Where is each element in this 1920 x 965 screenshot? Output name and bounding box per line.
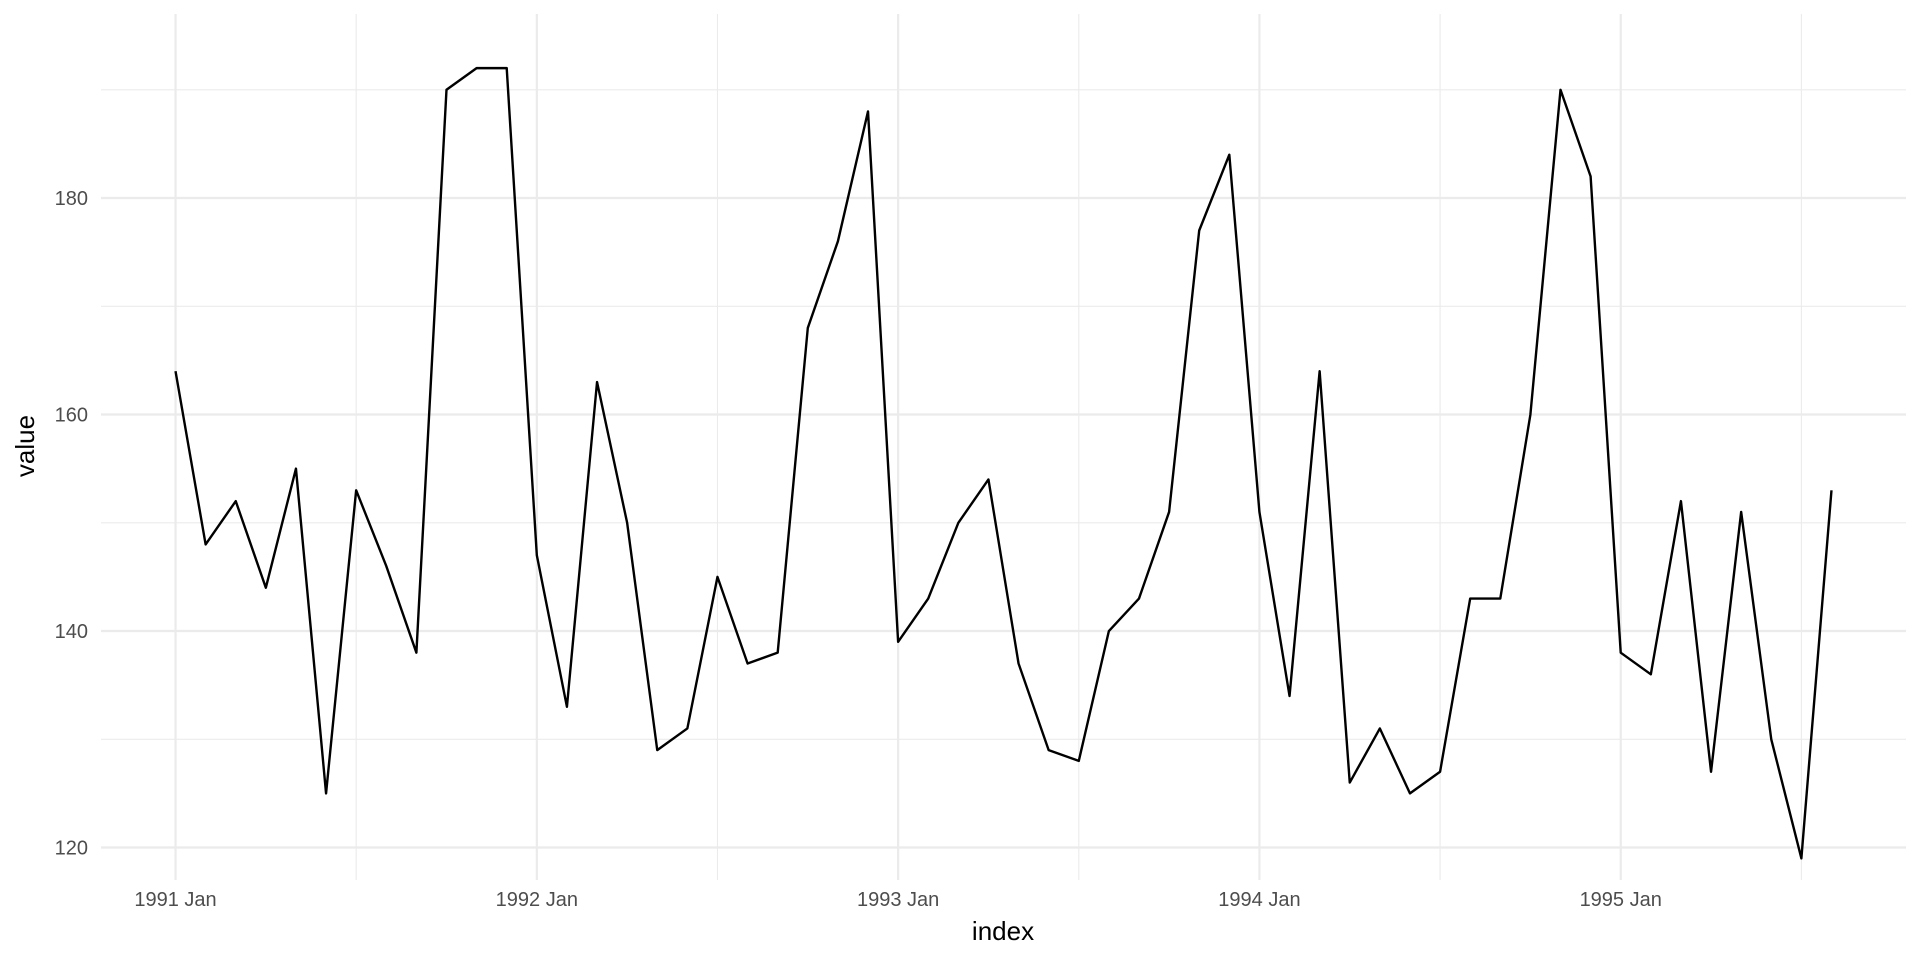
x-tick-label: 1991 Jan (134, 889, 216, 911)
x-tick-label: 1994 Jan (1218, 889, 1300, 911)
x-tick-label: 1992 Jan (496, 889, 578, 911)
y-tick-label: 120 (55, 838, 88, 860)
tick-label-layer: 120 140 160 180 1991 Jan 1992 Jan 1993 Jan 1994… (55, 188, 1662, 911)
y-axis-title: value (10, 415, 40, 477)
x-axis-title: index (972, 916, 1034, 946)
y-tick-label: 140 (55, 621, 88, 643)
series-layer (174, 66, 1833, 860)
x-tick-label: 1993 Jan (857, 889, 939, 911)
x-tick-label: 1995 Jan (1580, 889, 1662, 911)
y-tick-label: 160 (55, 405, 88, 427)
series-line (174, 66, 1833, 860)
y-tick-label: 180 (55, 188, 88, 210)
grid-layer (101, 14, 1906, 880)
